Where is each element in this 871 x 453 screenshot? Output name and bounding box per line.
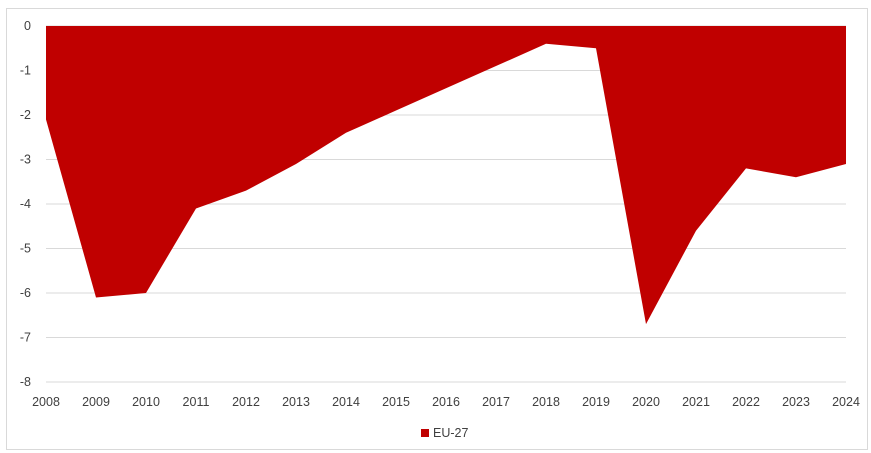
x-tick-label: 2016 xyxy=(432,395,460,409)
x-tick-label: 2008 xyxy=(32,395,60,409)
legend-swatch xyxy=(421,429,429,437)
y-tick-label: -4 xyxy=(20,197,31,211)
y-tick-label: -5 xyxy=(20,242,31,256)
y-tick-label: -8 xyxy=(20,375,31,389)
x-tick-label: 2013 xyxy=(282,395,310,409)
legend-label: EU-27 xyxy=(433,426,468,440)
y-tick-label: -7 xyxy=(20,331,31,345)
x-tick-label: 2021 xyxy=(682,395,710,409)
y-tick-label: -2 xyxy=(20,108,31,122)
legend: EU-27 xyxy=(421,426,468,440)
x-axis-tick-labels: 2008 2009 2010 2011 2012 2013 2014 2015 2016 2017… xyxy=(32,395,860,409)
x-tick-label: 2020 xyxy=(632,395,660,409)
x-tick-label: 2011 xyxy=(183,395,210,409)
x-tick-label: 2019 xyxy=(582,395,610,409)
y-tick-label: -1 xyxy=(20,64,31,78)
series-area xyxy=(45,26,847,325)
y-tick-label: -3 xyxy=(20,153,31,167)
x-tick-label: 2009 xyxy=(82,395,110,409)
y-tick-label: -6 xyxy=(20,286,31,300)
x-tick-label: 2018 xyxy=(532,395,560,409)
x-tick-label: 2015 xyxy=(382,395,410,409)
x-tick-label: 2024 xyxy=(832,395,860,409)
area-eu-27 xyxy=(46,26,846,325)
x-tick-label: 2014 xyxy=(332,395,360,409)
y-axis-tick-labels: 0 -1 -2 -3 -4 -5 -6 -7 -8 xyxy=(20,19,31,389)
x-tick-label: 2022 xyxy=(732,395,760,409)
x-tick-label: 2010 xyxy=(132,395,160,409)
x-tick-label: 2023 xyxy=(782,395,810,409)
x-tick-label: 2017 xyxy=(482,395,510,409)
y-tick-label: 0 xyxy=(24,19,31,33)
x-tick-label: 2012 xyxy=(232,395,260,409)
